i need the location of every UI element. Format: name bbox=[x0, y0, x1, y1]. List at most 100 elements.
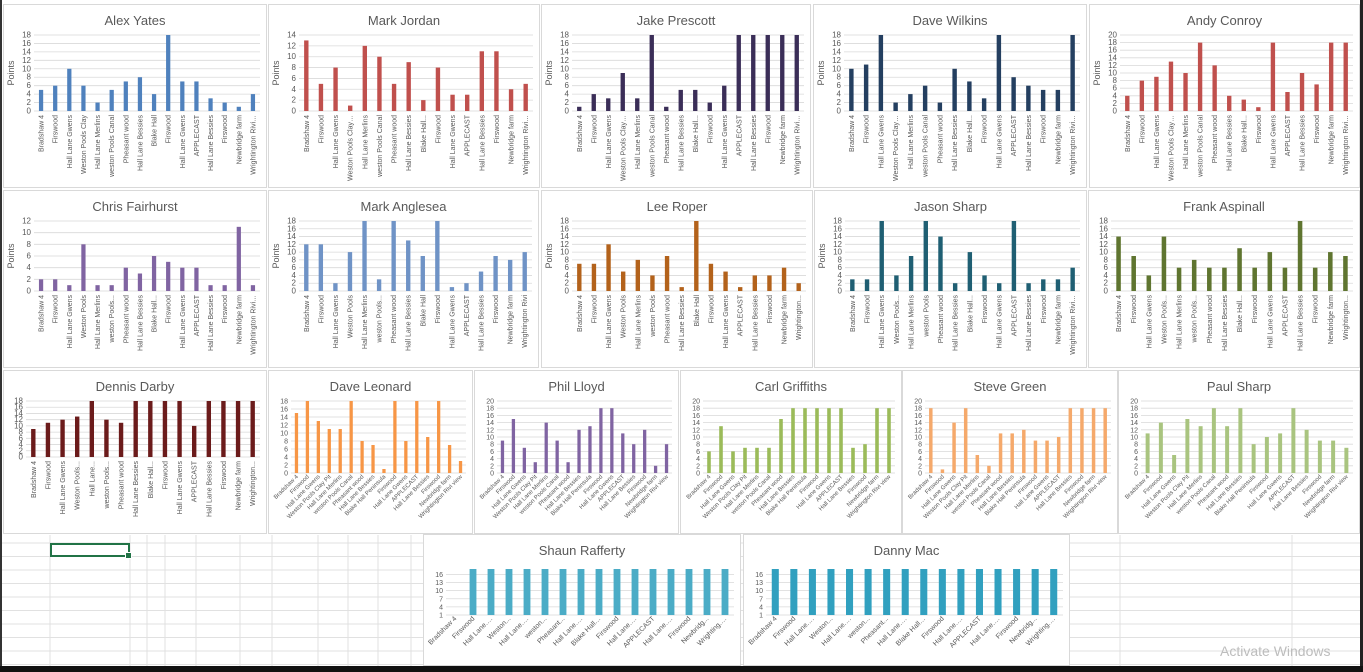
bar[interactable] bbox=[250, 401, 255, 457]
bar[interactable] bbox=[151, 94, 157, 111]
bar[interactable] bbox=[952, 68, 957, 111]
bar[interactable] bbox=[693, 89, 698, 111]
bar[interactable] bbox=[703, 569, 711, 615]
bar[interactable] bbox=[650, 275, 655, 291]
bar[interactable] bbox=[952, 422, 956, 473]
bar[interactable] bbox=[95, 285, 100, 291]
bar[interactable] bbox=[808, 569, 816, 615]
bar[interactable] bbox=[664, 106, 669, 111]
bar[interactable] bbox=[649, 35, 654, 111]
bar[interactable] bbox=[1183, 73, 1188, 111]
bar[interactable] bbox=[781, 267, 787, 291]
bar[interactable] bbox=[38, 89, 44, 111]
bar[interactable] bbox=[743, 447, 747, 473]
bar[interactable] bbox=[765, 35, 770, 111]
bar[interactable] bbox=[1011, 77, 1016, 111]
chart-steve-green[interactable]: Steve Green 0 2 4 6 8 10 12 14 16 18 20 Bradshaw 4 Fi… bbox=[902, 370, 1118, 534]
chart-phil-lloyd[interactable]: Phil Lloyd 0 2 4 6 8 10 12 14 16 18 20 Bradshaw 4 Fir… bbox=[474, 370, 679, 534]
bar[interactable] bbox=[1026, 283, 1031, 291]
bar[interactable] bbox=[1026, 85, 1031, 111]
bar[interactable] bbox=[864, 569, 872, 615]
bar[interactable] bbox=[376, 279, 382, 291]
bar[interactable] bbox=[1103, 408, 1107, 473]
bar[interactable] bbox=[1055, 89, 1061, 111]
chart-shaun-rafferty[interactable]: Shaun Rafferty 1 4 7 10 13 16 Bradshaw 4 Firswoo… bbox=[423, 534, 741, 666]
bar[interactable] bbox=[577, 569, 585, 615]
bar[interactable] bbox=[1299, 73, 1305, 111]
bar[interactable] bbox=[631, 569, 639, 615]
bar[interactable] bbox=[1050, 569, 1058, 615]
bar[interactable] bbox=[1185, 419, 1190, 473]
bar[interactable] bbox=[1176, 267, 1182, 291]
bar[interactable] bbox=[236, 226, 241, 291]
bar[interactable] bbox=[827, 569, 835, 615]
bar[interactable] bbox=[109, 89, 114, 111]
bar[interactable] bbox=[846, 569, 854, 615]
bar[interactable] bbox=[1256, 107, 1261, 111]
bar[interactable] bbox=[827, 408, 831, 473]
chart-frank-aspinall[interactable]: Frank Aspinall 0 2 4 6 8 10 12 14 16 18 Bradshaw 4 F… bbox=[1088, 190, 1360, 368]
bar[interactable] bbox=[566, 462, 570, 473]
bar[interactable] bbox=[1080, 408, 1084, 473]
bar[interactable] bbox=[166, 35, 171, 111]
bar[interactable] bbox=[437, 401, 441, 473]
bar[interactable] bbox=[1161, 236, 1167, 291]
bar[interactable] bbox=[721, 569, 729, 615]
bar[interactable] bbox=[1297, 221, 1303, 291]
bar[interactable] bbox=[523, 83, 528, 111]
chart-carl-griffiths[interactable]: Carl Griffiths 0 2 4 6 8 10 12 14 16 18 20 Bradshaw … bbox=[680, 370, 902, 534]
bar[interactable] bbox=[987, 465, 991, 473]
bar[interactable] bbox=[523, 569, 531, 615]
bar[interactable] bbox=[81, 244, 86, 291]
bar[interactable] bbox=[406, 240, 411, 291]
bar[interactable] bbox=[1270, 42, 1276, 111]
bar[interactable] bbox=[235, 401, 241, 457]
bar[interactable] bbox=[109, 285, 114, 291]
bar[interactable] bbox=[1070, 35, 1075, 111]
bar[interactable] bbox=[511, 419, 516, 473]
bar[interactable] bbox=[790, 569, 798, 615]
bar[interactable] bbox=[779, 419, 783, 473]
chart-dave-leonard[interactable]: Dave Leonard 0 2 4 6 8 10 12 14 16 18 Bradshaw 4 Fir… bbox=[268, 370, 473, 534]
bar[interactable] bbox=[736, 35, 741, 111]
bar[interactable] bbox=[707, 451, 711, 473]
bar[interactable] bbox=[1344, 447, 1349, 473]
bar[interactable] bbox=[595, 569, 603, 615]
bar[interactable] bbox=[435, 67, 441, 111]
bar[interactable] bbox=[664, 256, 670, 291]
bar[interactable] bbox=[923, 221, 928, 291]
bar[interactable] bbox=[333, 67, 338, 111]
bar[interactable] bbox=[1343, 42, 1348, 111]
bar[interactable] bbox=[305, 401, 310, 473]
bar[interactable] bbox=[1212, 65, 1217, 111]
bar[interactable] bbox=[708, 263, 714, 291]
bar[interactable] bbox=[533, 462, 537, 473]
bar[interactable] bbox=[1328, 42, 1334, 111]
chart-andy-conroy[interactable]: Andy Conroy 0 2 4 6 8 10 12 14 16 18 20 Points Bradsh… bbox=[1089, 4, 1360, 188]
bar[interactable] bbox=[479, 51, 485, 111]
bar[interactable] bbox=[982, 275, 987, 291]
bar[interactable] bbox=[649, 569, 657, 615]
bar[interactable] bbox=[719, 426, 723, 473]
bar[interactable] bbox=[95, 102, 100, 111]
chart-dave-wilkins[interactable]: Dave Wilkins 0 2 4 6 8 10 12 14 16 18 Points Bradsha… bbox=[813, 4, 1087, 188]
bar[interactable] bbox=[1291, 408, 1296, 473]
bar[interactable] bbox=[500, 440, 505, 473]
bar[interactable] bbox=[606, 244, 611, 291]
bar[interactable] bbox=[998, 433, 1003, 473]
bar[interactable] bbox=[664, 444, 669, 473]
bar[interactable] bbox=[620, 271, 626, 291]
bar[interactable] bbox=[751, 35, 756, 111]
bar[interactable] bbox=[1197, 42, 1203, 111]
bar[interactable] bbox=[679, 287, 684, 291]
bar[interactable] bbox=[166, 261, 171, 291]
bar[interactable] bbox=[118, 422, 124, 457]
bar[interactable] bbox=[1116, 236, 1121, 291]
chart-chris-fairhurst[interactable]: Chris Fairhurst 0 2 4 6 8 10 12 Points Bradshaw 4… bbox=[3, 190, 267, 368]
bar[interactable] bbox=[731, 451, 735, 473]
bar[interactable] bbox=[393, 401, 397, 473]
bar[interactable] bbox=[1282, 267, 1288, 291]
bar[interactable] bbox=[937, 102, 943, 111]
bar[interactable] bbox=[222, 285, 227, 291]
bar[interactable] bbox=[1040, 89, 1046, 111]
